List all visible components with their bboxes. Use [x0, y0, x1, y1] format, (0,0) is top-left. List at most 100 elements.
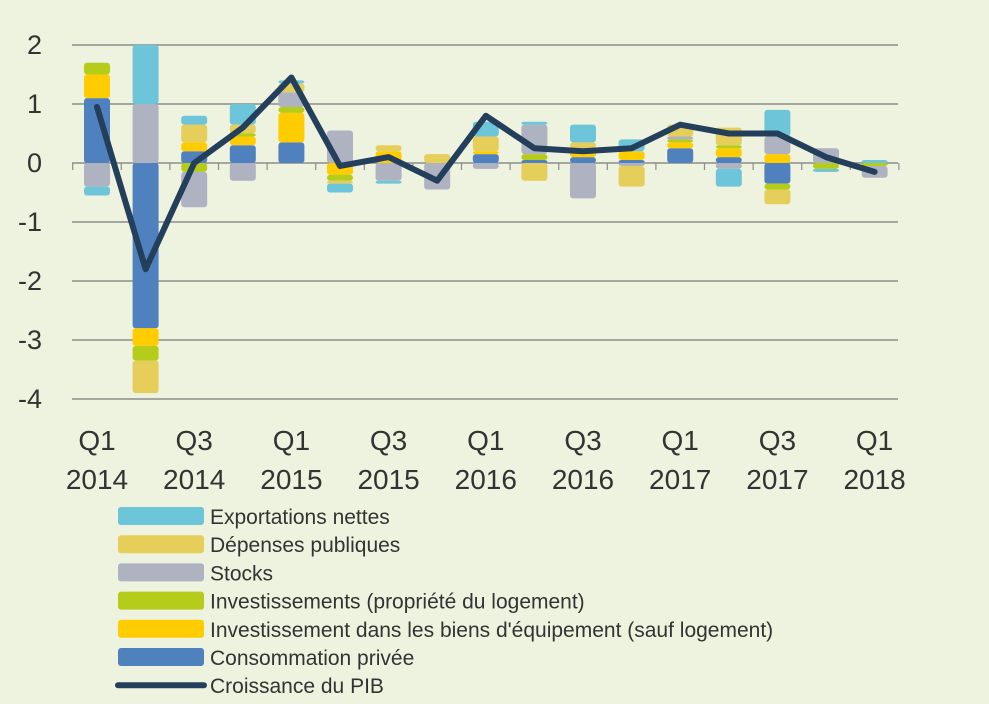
bar-exportations	[327, 183, 353, 193]
bar-consommation	[618, 160, 645, 163]
x-tick-label: Q1	[856, 425, 893, 456]
x-tick-label: 2016	[552, 464, 614, 495]
bar-exportations	[813, 168, 839, 172]
bar-stocks	[229, 163, 256, 181]
bar-exportations	[375, 180, 402, 184]
grid-lines	[72, 44, 898, 400]
bar-consommation	[521, 160, 548, 163]
bar-consommation	[570, 157, 596, 163]
bar-depenses	[424, 154, 451, 163]
gdp-line-layer	[94, 74, 878, 273]
legend-label-equipement: Investissement dans les biens d'équipeme…	[210, 619, 773, 642]
x-tick-label: 2014	[163, 464, 225, 495]
bar-stocks	[618, 163, 645, 166]
legend-swatch-stocks	[118, 563, 204, 582]
bar-stocks	[667, 136, 694, 140]
bar-stocks	[715, 163, 742, 169]
x-tick-label: Q1	[467, 425, 504, 456]
bar-consommation	[84, 98, 110, 163]
bar-depenses	[570, 142, 596, 149]
bar-exportations	[764, 109, 791, 137]
legend-swatch-equipement	[118, 619, 204, 638]
bar-exportations	[181, 115, 208, 125]
bar-consommation	[764, 163, 791, 184]
bar-exportations	[570, 124, 596, 143]
bar-exportations	[84, 186, 110, 196]
bar-equipement	[618, 151, 645, 161]
bar-depenses	[521, 163, 548, 181]
bar-stocks	[132, 104, 159, 163]
bar-depenses	[132, 360, 159, 394]
bar-logement	[84, 62, 110, 75]
legend-label-exportations: Exportations nettes	[210, 506, 390, 529]
bar-equipement	[132, 328, 159, 346]
bar-exportations	[861, 160, 888, 163]
y-tick-label: -1	[18, 207, 42, 237]
x-tick-label: 2015	[260, 464, 322, 495]
legend-swatch-logement	[118, 591, 204, 610]
bar-depenses	[472, 136, 499, 152]
x-tick-label: Q3	[176, 425, 213, 456]
legend-label-depenses: Dépenses publiques	[210, 534, 400, 557]
bar-equipement	[181, 142, 208, 152]
x-tick-label: 2017	[649, 464, 711, 495]
y-tick-label: 0	[27, 148, 42, 178]
bar-consommation	[472, 154, 499, 163]
gdp-growth-line	[94, 74, 878, 273]
bar-stocks	[375, 163, 402, 181]
bar-logement	[667, 139, 694, 143]
bar-exportations	[132, 45, 159, 104]
bar-depenses	[327, 180, 353, 184]
bar-stocks	[278, 92, 305, 107]
bar-equipement	[278, 112, 305, 143]
legend-label-logement: Investissements (propriété du logement)	[210, 591, 585, 614]
bar-equipement	[667, 142, 694, 149]
x-tick-label: Q1	[273, 425, 310, 456]
legend: Exportations nettes Dépenses publiques Sto…	[115, 506, 773, 698]
bar-consommation	[132, 163, 159, 329]
bar-logement	[278, 106, 305, 113]
bar-consommation	[715, 157, 742, 163]
legend-label-consommation: Consommation privée	[210, 647, 414, 670]
bar-stocks	[570, 163, 596, 199]
bar-depenses	[375, 145, 402, 152]
bar-exportations	[521, 121, 548, 125]
bar-layer	[84, 45, 888, 394]
x-tick-label: 2018	[843, 464, 905, 495]
x-tick-label: Q3	[564, 425, 601, 456]
bar-depenses	[181, 124, 208, 143]
y-tick-label: -4	[18, 384, 42, 414]
legend-swatch-consommation	[118, 648, 204, 666]
legend-label-pib: Croissance du PIB	[210, 675, 384, 698]
bar-logement	[715, 145, 742, 149]
bar-exportations	[715, 168, 742, 187]
legend-swatch-exportations	[118, 507, 204, 525]
bar-consommation	[278, 142, 305, 163]
bar-logement	[813, 163, 839, 169]
y-tick-label: -2	[18, 266, 42, 296]
bar-logement	[764, 183, 791, 190]
bar-equipement	[764, 154, 791, 163]
legend-label-stocks: Stocks	[210, 562, 273, 585]
x-tick-label: Q3	[370, 425, 407, 456]
y-tick-label: 2	[27, 30, 42, 60]
bar-consommation	[667, 148, 694, 163]
bar-equipement	[229, 136, 256, 146]
x-tick-label: 2015	[357, 464, 419, 495]
bar-stocks	[84, 163, 110, 187]
x-tick-label: Q3	[759, 425, 796, 456]
y-tick-label: -3	[18, 325, 42, 355]
bar-logement	[327, 174, 353, 181]
bar-logement	[521, 154, 548, 161]
bar-consommation	[229, 145, 256, 163]
x-tick-label: 2016	[455, 464, 517, 495]
bar-depenses	[618, 165, 645, 187]
x-tick-label: Q1	[662, 425, 699, 456]
bar-equipement	[472, 151, 499, 155]
legend-swatch-depenses	[118, 535, 204, 554]
bar-logement	[861, 163, 888, 166]
y-tick-label: 1	[27, 89, 42, 119]
bar-stocks	[764, 136, 791, 155]
